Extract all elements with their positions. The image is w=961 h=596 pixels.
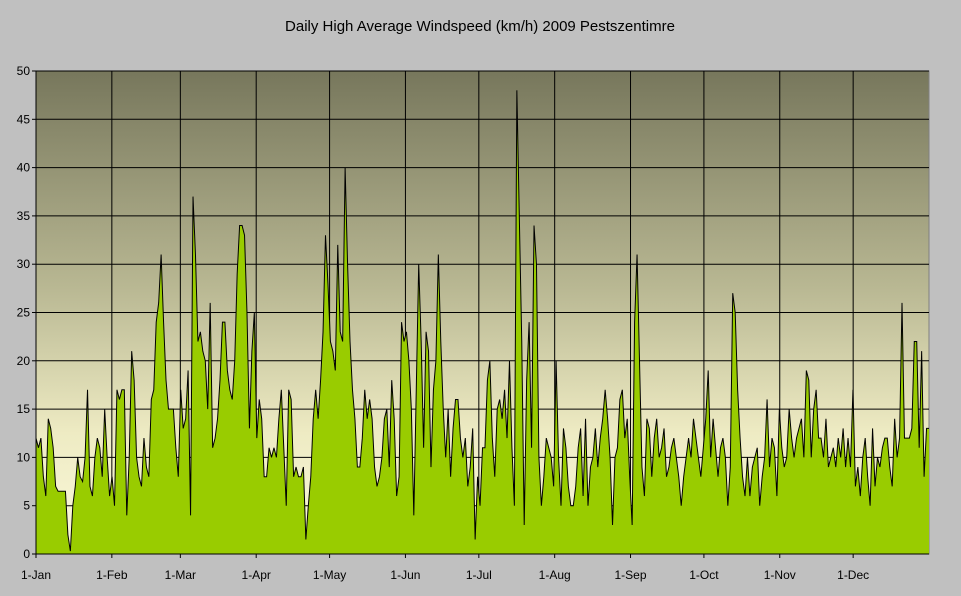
y-tick-label: 30	[17, 257, 31, 271]
axes	[32, 70, 929, 558]
y-tick-label: 50	[17, 64, 31, 78]
x-tick-label: 1-Jan	[21, 568, 51, 582]
tick-labels: 0 5 10 15 20 25 30 35 40 45 50 1-Jan 1-Feb 1-Mar 1-Apr…	[17, 64, 870, 582]
x-tick-label: 1-Feb	[96, 568, 128, 582]
x-tick-label: 1-Nov	[764, 568, 796, 582]
x-tick-label: 1-Mar	[165, 568, 196, 582]
y-tick-label: 15	[17, 402, 31, 416]
x-tick-label: 1-May	[313, 568, 346, 582]
x-tick-label: 1-Aug	[539, 568, 571, 582]
x-tick-label: 1-Apr	[242, 568, 271, 582]
windspeed-area	[36, 90, 929, 554]
y-tick-label: 5	[23, 499, 30, 513]
x-tick-label: 1-Jul	[466, 568, 492, 582]
y-tick-label: 40	[17, 161, 31, 175]
y-tick-label: 35	[17, 209, 31, 223]
windspeed-line	[35, 90, 929, 552]
chart-title: Daily High Average Windspeed (km/h) 2009…	[285, 18, 675, 35]
y-tick-label: 20	[17, 354, 31, 368]
x-tick-label: 1-Oct	[689, 568, 719, 582]
y-tick-label: 25	[17, 306, 31, 320]
y-tick-label: 0	[23, 547, 30, 561]
y-tick-label: 10	[17, 450, 31, 464]
x-tick-label: 1-Sep	[615, 568, 647, 582]
x-tick-label: 1-Dec	[837, 568, 869, 582]
y-tick-label: 45	[17, 112, 31, 126]
x-tick-label: 1-Jun	[390, 568, 420, 582]
